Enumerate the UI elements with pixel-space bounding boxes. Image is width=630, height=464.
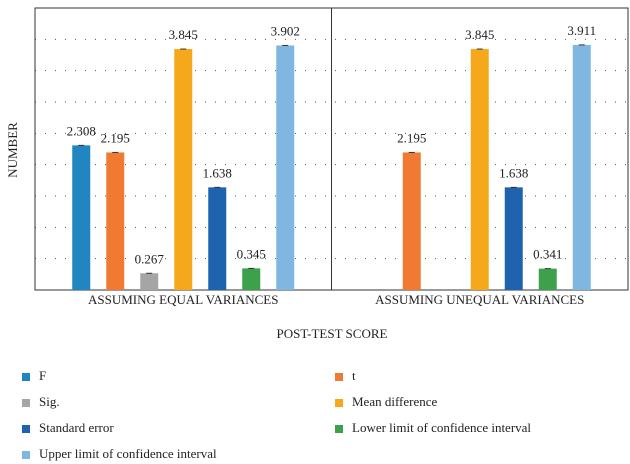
bar <box>470 49 489 291</box>
bar <box>572 44 591 290</box>
value-label: 3.902 <box>271 23 300 38</box>
value-label: 1.638 <box>499 165 528 180</box>
legend-swatch <box>22 399 30 407</box>
legend-label: F <box>39 368 46 383</box>
bar <box>276 45 295 290</box>
bar <box>242 268 261 290</box>
bar <box>504 187 523 290</box>
legend-label: t <box>352 368 356 383</box>
legend-label: Standard error <box>39 420 114 435</box>
value-label: 3.845 <box>169 27 198 42</box>
value-label: 1.638 <box>203 165 232 180</box>
legend-label: Lower limit of confidence interval <box>352 420 531 435</box>
value-label: 0.267 <box>135 251 165 266</box>
x-axis-label: POST-TEST SCORE <box>277 326 388 341</box>
bar <box>538 268 557 290</box>
bar <box>208 187 227 290</box>
value-label: 0.345 <box>237 246 266 261</box>
legend-swatch <box>22 425 30 433</box>
x-tick-label: ASSUMING EQUAL VARIANCES <box>88 292 278 307</box>
bar <box>174 49 193 291</box>
legend-label: Upper limit of confidence interval <box>39 446 217 461</box>
legend-swatch <box>22 451 30 459</box>
legend-label: Sig. <box>39 394 60 409</box>
bar <box>106 152 125 290</box>
value-label: 3.845 <box>465 27 494 42</box>
bar <box>72 145 91 290</box>
bar <box>402 152 421 290</box>
x-tick-label: ASSUMING UNEQUAL VARIANCES <box>375 292 584 307</box>
value-label: 2.308 <box>67 123 96 138</box>
legend-swatch <box>335 399 343 407</box>
legend-swatch <box>22 373 30 381</box>
legend-swatch <box>335 425 343 433</box>
value-label: 0.341 <box>533 247 562 262</box>
value-label: 3.911 <box>567 23 596 38</box>
legend-swatch <box>335 373 343 381</box>
bar <box>140 273 159 290</box>
value-label: 2.195 <box>101 130 130 145</box>
value-label: 2.195 <box>397 130 426 145</box>
y-axis-label: NUMBER <box>5 122 20 178</box>
legend-label: Mean difference <box>352 394 438 409</box>
